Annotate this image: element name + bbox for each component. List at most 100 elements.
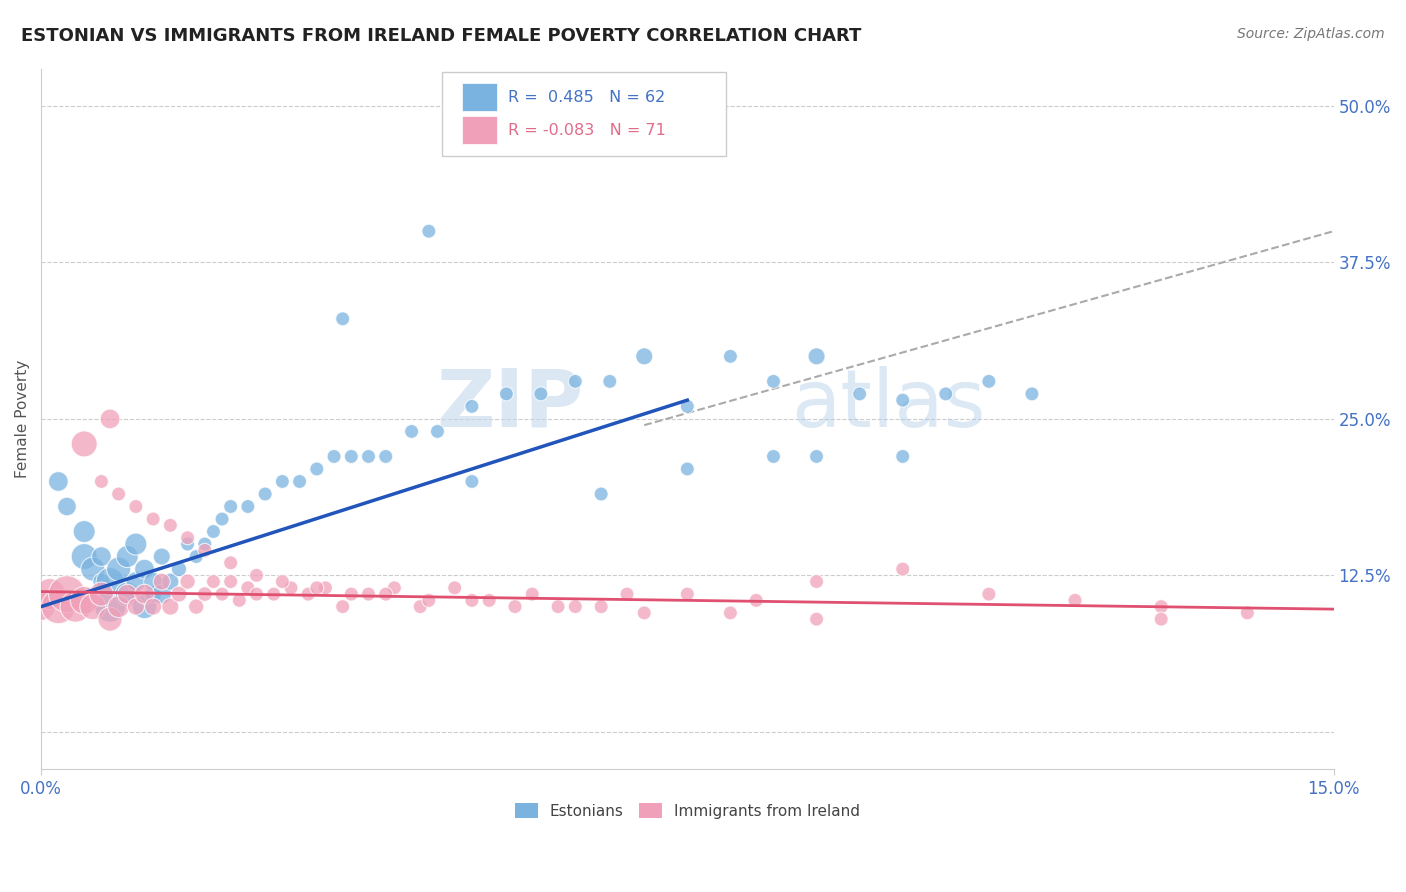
Point [194,587,217,601]
Point [547,599,569,614]
FancyBboxPatch shape [441,72,725,156]
Point [443,581,465,595]
Point [142,599,165,614]
Point [718,606,741,620]
Point [73,524,96,539]
Point [159,574,181,589]
Legend: Estonians, Immigrants from Ireland: Estonians, Immigrants from Ireland [509,797,866,825]
Point [30,599,52,614]
Point [806,349,828,363]
Point [676,400,699,414]
Point [401,425,423,439]
Point [977,375,1000,389]
Point [374,587,396,601]
Point [418,224,440,238]
Point [478,593,501,607]
Point [107,487,129,501]
Point [150,574,173,589]
Point [254,487,277,501]
Point [159,518,181,533]
Point [718,349,741,363]
Point [426,425,449,439]
Point [107,562,129,576]
Point [633,606,655,620]
Point [530,387,553,401]
Point [228,593,250,607]
Point [98,599,121,614]
Point [117,549,139,564]
Point [357,450,380,464]
Point [186,599,208,614]
Point [167,587,190,601]
Point [288,475,311,489]
Point [305,462,328,476]
Point [90,549,112,564]
Point [82,562,104,576]
Point [564,375,586,389]
Point [125,599,148,614]
Point [117,587,139,601]
Y-axis label: Female Poverty: Female Poverty [15,359,30,478]
Point [90,574,112,589]
Point [461,400,484,414]
Text: ESTONIAN VS IMMIGRANTS FROM IRELAND FEMALE POVERTY CORRELATION CHART: ESTONIAN VS IMMIGRANTS FROM IRELAND FEMA… [21,27,862,45]
Point [245,568,267,582]
Point [167,562,190,576]
Point [297,587,319,601]
Point [142,512,165,526]
Point [211,587,233,601]
Point [90,475,112,489]
Point [159,599,181,614]
Point [202,524,225,539]
Point [280,581,302,595]
Point [271,574,294,589]
Point [806,450,828,464]
Point [38,587,60,601]
Point [56,500,79,514]
Point [382,581,405,595]
Text: Source: ZipAtlas.com: Source: ZipAtlas.com [1237,27,1385,41]
Point [891,393,914,408]
Point [263,587,285,601]
Point [134,599,156,614]
FancyBboxPatch shape [463,83,498,112]
Point [616,587,638,601]
Point [676,462,699,476]
Point [150,587,173,601]
Point [271,475,294,489]
Point [82,599,104,614]
Point [762,375,785,389]
Point [98,574,121,589]
Point [314,581,336,595]
Point [117,587,139,601]
Point [236,500,259,514]
Point [591,599,613,614]
Point [142,574,165,589]
Point [599,375,621,389]
FancyBboxPatch shape [463,116,498,145]
Point [134,562,156,576]
Point [1150,599,1173,614]
Point [245,587,267,601]
Point [1064,593,1087,607]
Point [1150,612,1173,626]
Point [73,593,96,607]
Point [745,593,768,607]
Point [762,450,785,464]
Point [107,599,129,614]
Point [73,549,96,564]
Point [935,387,957,401]
Point [176,531,198,545]
Point [1021,387,1043,401]
Point [564,599,586,614]
Text: R =  0.485   N = 62: R = 0.485 N = 62 [508,90,665,104]
Text: atlas: atlas [790,366,986,444]
Point [977,587,1000,601]
Point [219,574,242,589]
Point [340,450,363,464]
Point [323,450,346,464]
Point [125,500,148,514]
Point [194,543,217,558]
Text: ZIP: ZIP [437,366,583,444]
Point [150,549,173,564]
